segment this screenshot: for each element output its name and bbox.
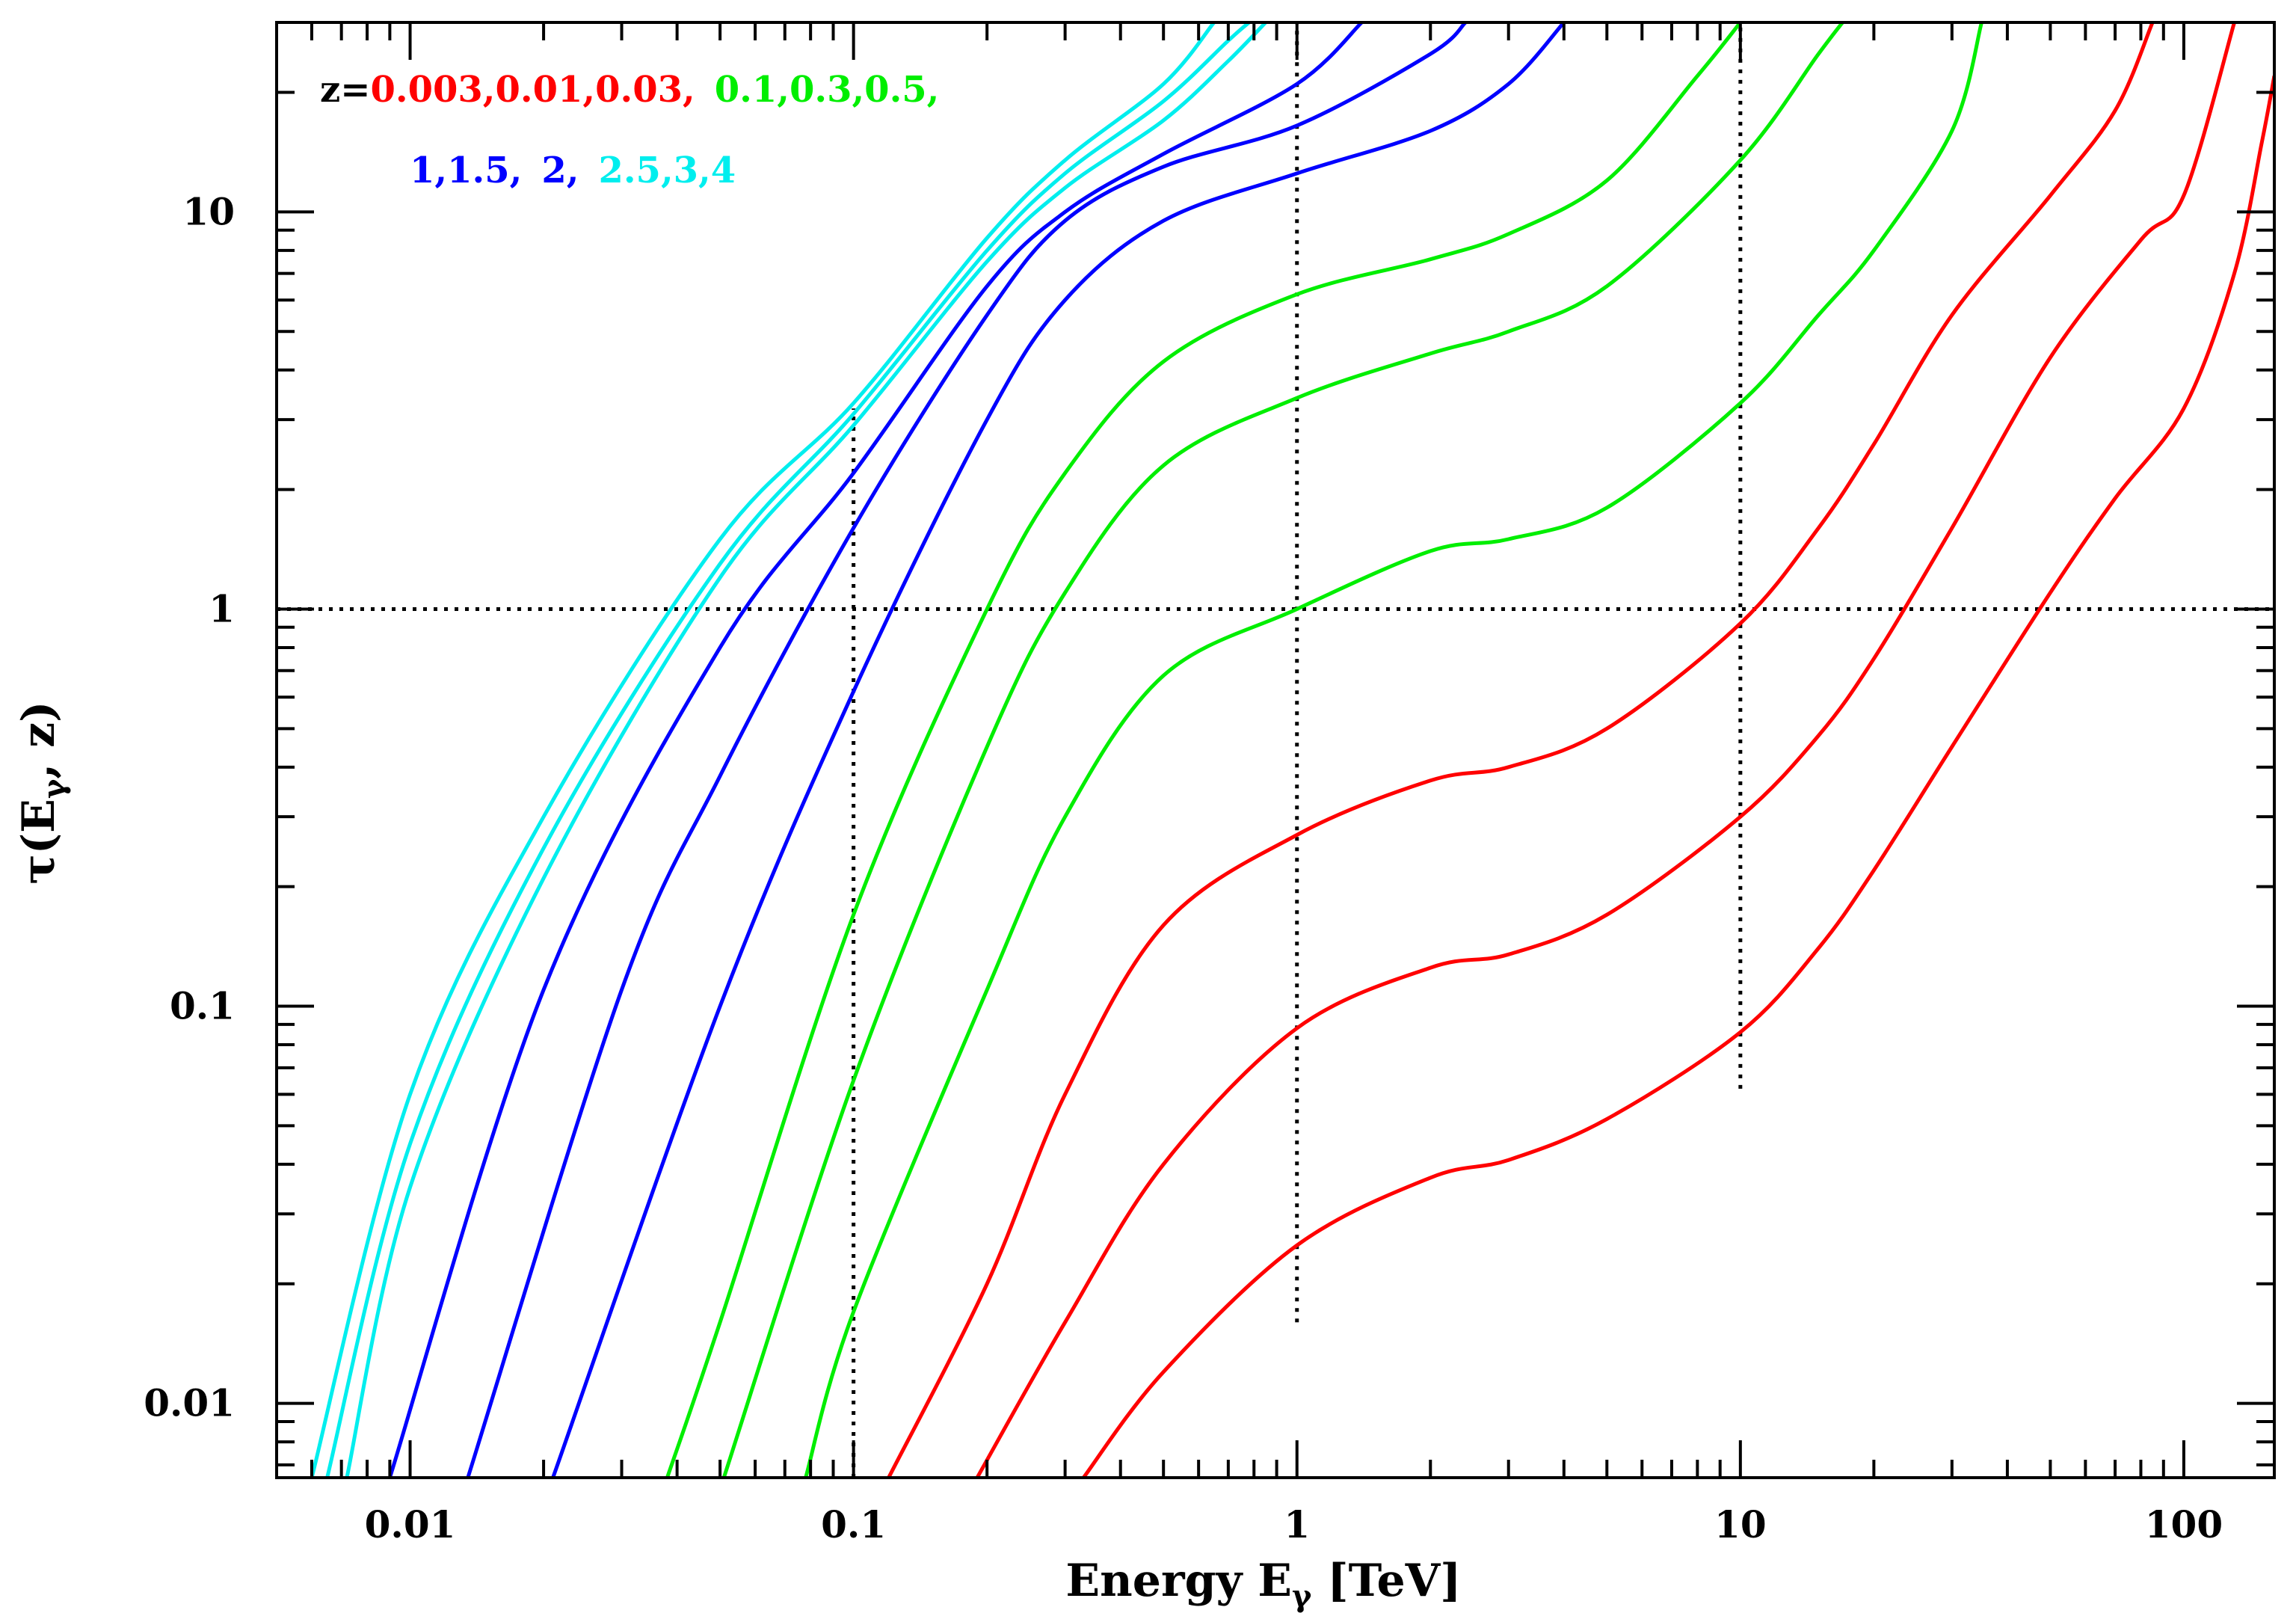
series-line-z-0.5 xyxy=(665,22,1742,1478)
legend-line-1: z=0.003,0.01,0.03, 0.1,0.3,0.5, xyxy=(320,69,939,111)
x-tick-label: 1 xyxy=(1284,1502,1310,1546)
series-line-z-0.1 xyxy=(804,22,1983,1478)
legend-mid-z: 0.1,0.3,0.5, xyxy=(715,69,940,111)
legend-prefix: z= xyxy=(320,69,370,111)
series-lines xyxy=(310,22,2274,1478)
x-tick-label: 10 xyxy=(1714,1502,1767,1546)
x-tick-label: 100 xyxy=(2145,1502,2223,1546)
series-line-z-1 xyxy=(551,22,1566,1478)
series-line-z-0.03 xyxy=(887,22,2155,1478)
tick-labels: 0.01 0.1 1 10 100 0.01 0.1 1 10 xyxy=(144,189,2223,1546)
legend-high-z-a: 1,1.5, xyxy=(410,150,522,191)
reference-lines xyxy=(277,22,2274,1478)
series-line-z-0.003 xyxy=(1082,76,2274,1478)
y-tick-label: 10 xyxy=(182,189,235,233)
legend-high-z-b: 2, xyxy=(541,150,579,191)
x-tick-label: 0.01 xyxy=(365,1502,456,1546)
x-tick-label: 0.1 xyxy=(821,1502,886,1546)
series-line-z-2 xyxy=(388,22,1364,1478)
y-tick-label: 1 xyxy=(209,586,235,630)
plot-frame xyxy=(275,21,2276,1479)
series-line-z-0.3 xyxy=(721,22,1844,1478)
series-line-z-4 xyxy=(310,22,1216,1478)
y-tick-label: 0.1 xyxy=(170,984,235,1028)
series-line-z-2.5 xyxy=(345,22,1267,1478)
y-tick-label: 0.01 xyxy=(144,1381,235,1425)
series-line-z-1.5 xyxy=(466,22,1467,1478)
legend-low-z: 0.003,0.01,0.03, xyxy=(370,69,695,111)
axis-ticks xyxy=(275,21,2274,1478)
y-axis-title: τ(Eγ, z) xyxy=(13,701,72,884)
legend: z=0.003,0.01,0.03, 0.1,0.3,0.5, 1,1.5, 2, 2… xyxy=(320,69,939,191)
series-line-z-0.01 xyxy=(975,22,2236,1478)
x-axis-title: Energy Eγ [TeV] xyxy=(1065,1555,1461,1614)
series-line-z-3 xyxy=(325,22,1251,1478)
legend-highest-z: 2.5,3,4 xyxy=(598,150,736,191)
legend-line-2: 1,1.5, 2, 2.5,3,4 xyxy=(410,150,736,191)
